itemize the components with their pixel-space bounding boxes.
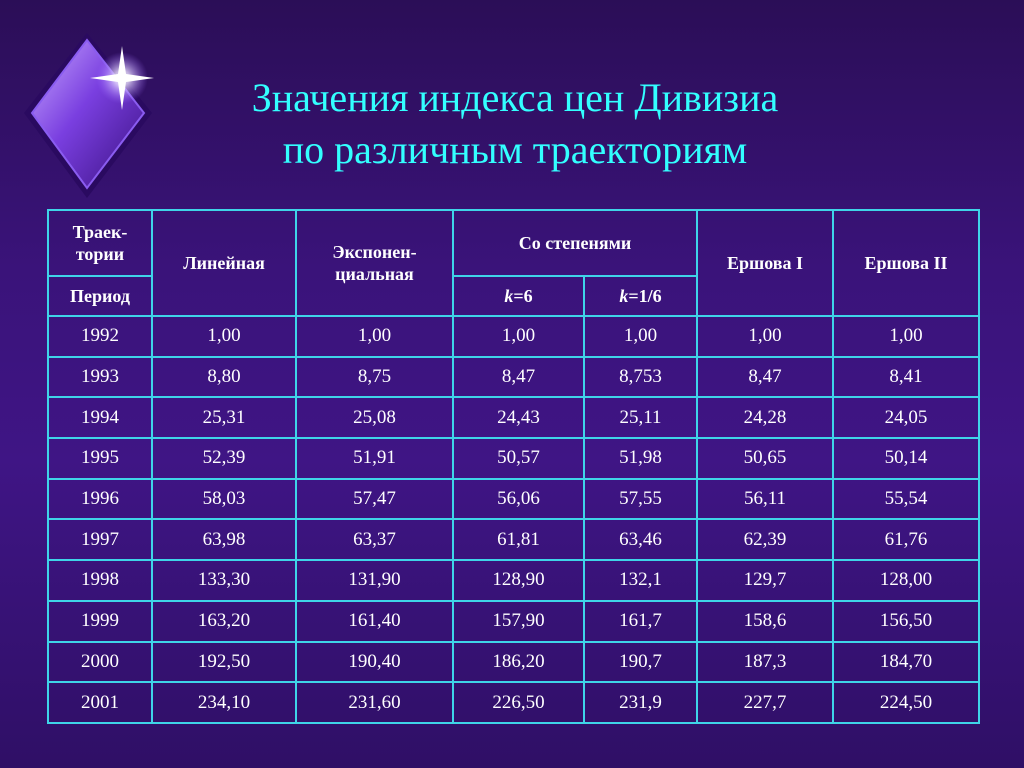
table-row: 2001 234,10 231,60 226,50 231,9 227,7 224,50: [47, 681, 981, 724]
cell-power-k16: 190,7: [582, 640, 699, 684]
cell-year: 1993: [47, 355, 153, 399]
header-k16: k=1/6: [582, 275, 699, 317]
table-row: 1996 58,03 57,47 56,06 57,55 56,11 55,54: [47, 477, 981, 521]
cell-exponential: 1,00: [295, 315, 454, 358]
cell-power-k6: 157,90: [452, 599, 585, 643]
table-row: 1993 8,80 8,75 8,47 8,753 8,47 8,41: [47, 355, 981, 399]
cell-exponential: 190,40: [295, 640, 454, 684]
cell-ershov-1: 8,47: [696, 355, 835, 399]
cell-ershov-1: 129,7: [696, 559, 835, 602]
cell-linear: 192,50: [151, 640, 297, 684]
cell-year: 2000: [47, 640, 153, 684]
cell-power-k16: 132,1: [582, 559, 699, 602]
table-row: 1992 1,00 1,00 1,00 1,00 1,00 1,00: [47, 315, 981, 358]
cell-ershov-1: 1,00: [696, 315, 835, 358]
cell-linear: 163,20: [151, 599, 297, 643]
cell-linear: 8,80: [151, 355, 297, 399]
cell-exponential: 63,37: [295, 518, 454, 562]
cell-ershov-2: 8,41: [832, 355, 981, 399]
cell-exponential: 231,60: [295, 681, 454, 724]
cell-ershov-2: 156,50: [832, 599, 981, 643]
sparkle-diamond-icon: [22, 28, 162, 208]
page-title: Значения индекса цен Дивизиа по различны…: [150, 72, 880, 176]
cell-exponential: 131,90: [295, 559, 454, 602]
cell-exponential: 57,47: [295, 477, 454, 521]
cell-year: 1992: [47, 315, 153, 358]
header-k6: k=6: [452, 275, 585, 317]
cell-ershov-2: 1,00: [832, 315, 981, 358]
divisia-index-table: Траек-тории Линейная Экспонен-циальная С…: [47, 209, 981, 724]
cell-year: 1995: [47, 437, 153, 480]
cell-year: 2001: [47, 681, 153, 724]
cell-power-k16: 57,55: [582, 477, 699, 521]
cell-ershov-2: 184,70: [832, 640, 981, 684]
title-line-1: Значения индекса цен Дивизиа: [251, 75, 779, 120]
header-period: Период: [47, 275, 153, 317]
table-row: 1994 25,31 25,08 24,43 25,11 24,28 24,05: [47, 396, 981, 440]
cell-ershov-2: 55,54: [832, 477, 981, 521]
table-row: 1999 163,20 161,40 157,90 161,7 158,6 156,50: [47, 599, 981, 643]
cell-power-k6: 56,06: [452, 477, 585, 521]
cell-power-k6: 8,47: [452, 355, 585, 399]
cell-ershov-1: 62,39: [696, 518, 835, 562]
header-powers: Со степенями: [451, 209, 699, 277]
cell-ershov-1: 158,6: [696, 599, 835, 643]
cell-power-k6: 1,00: [452, 315, 585, 358]
cell-power-k6: 24,43: [452, 396, 585, 440]
cell-linear: 52,39: [151, 437, 297, 480]
cell-linear: 63,98: [151, 518, 297, 562]
cell-ershov-2: 50,14: [832, 437, 981, 480]
cell-year: 1999: [47, 599, 153, 643]
cell-ershov-2: 128,00: [832, 559, 981, 602]
table-row: 2000 192,50 190,40 186,20 190,7 187,3 184,70: [47, 640, 981, 684]
cell-year: 1997: [47, 518, 153, 562]
cell-power-k16: 161,7: [582, 599, 699, 643]
title-line-2: по различным траекториям: [282, 127, 748, 172]
cell-power-k16: 1,00: [582, 315, 699, 358]
cell-power-k16: 51,98: [582, 437, 699, 480]
table-row: 1997 63,98 63,37 61,81 63,46 62,39 61,76: [47, 518, 981, 562]
cell-linear: 1,00: [151, 315, 297, 358]
cell-power-k16: 25,11: [582, 396, 699, 440]
cell-power-k6: 50,57: [452, 437, 585, 480]
cell-ershov-2: 224,50: [832, 681, 981, 724]
cell-exponential: 8,75: [295, 355, 454, 399]
cell-ershov-2: 61,76: [832, 518, 981, 562]
cell-power-k6: 226,50: [452, 681, 585, 724]
cell-ershov-1: 24,28: [696, 396, 835, 440]
cell-linear: 58,03: [151, 477, 297, 521]
cell-linear: 133,30: [151, 559, 297, 602]
cell-ershov-1: 50,65: [696, 437, 835, 480]
cell-ershov-1: 227,7: [696, 681, 835, 724]
cell-year: 1994: [47, 396, 153, 440]
header-exponential: Экспонен-циальная: [295, 209, 454, 317]
header-linear: Линейная: [151, 209, 297, 317]
cell-ershov-1: 56,11: [696, 477, 835, 521]
cell-power-k16: 63,46: [582, 518, 699, 562]
cell-ershov-2: 24,05: [832, 396, 981, 440]
cell-linear: 25,31: [151, 396, 297, 440]
cell-exponential: 25,08: [295, 396, 454, 440]
table-row: 1998 133,30 131,90 128,90 132,1 129,7 128,00: [47, 559, 981, 602]
cell-exponential: 161,40: [295, 599, 454, 643]
cell-power-k6: 61,81: [452, 518, 585, 562]
header-trajectory: Траек-тории: [47, 209, 153, 277]
cell-year: 1996: [47, 477, 153, 521]
cell-power-k16: 8,753: [582, 355, 699, 399]
table-row: 1995 52,39 51,91 50,57 51,98 50,65 50,14: [47, 437, 981, 480]
cell-year: 1998: [47, 559, 153, 602]
cell-ershov-1: 187,3: [696, 640, 835, 684]
cell-exponential: 51,91: [295, 437, 454, 480]
cell-power-k6: 128,90: [452, 559, 585, 602]
header-ershov-2: Ершова II: [832, 209, 981, 317]
cell-power-k6: 186,20: [452, 640, 585, 684]
header-ershov-1: Ершова I: [696, 209, 835, 317]
cell-power-k16: 231,9: [582, 681, 699, 724]
cell-linear: 234,10: [151, 681, 297, 724]
